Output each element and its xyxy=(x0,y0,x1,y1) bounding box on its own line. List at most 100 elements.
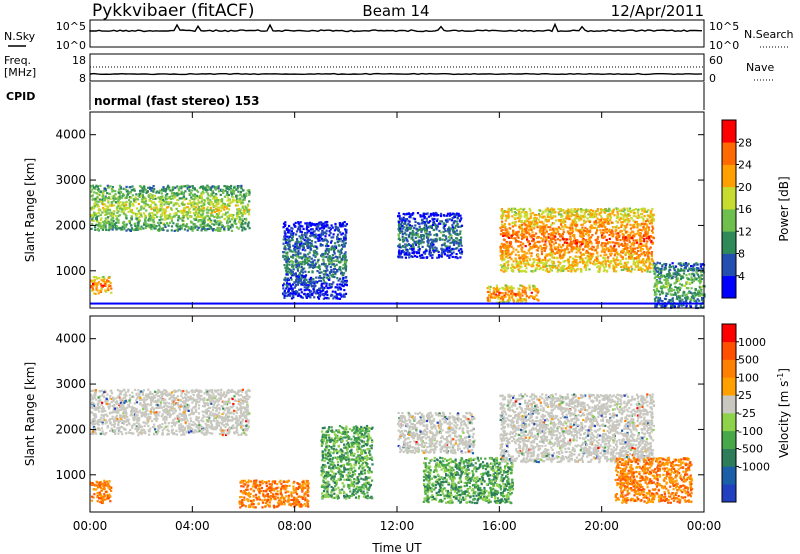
power-cell xyxy=(515,231,518,234)
power-cell xyxy=(285,261,288,264)
power-cell xyxy=(494,296,497,299)
power-cell xyxy=(93,292,96,295)
power-cell xyxy=(431,254,434,257)
power-cell xyxy=(637,254,640,257)
power-cell xyxy=(505,252,508,255)
power-cell xyxy=(340,233,343,236)
power-cell xyxy=(455,213,458,217)
power-cell xyxy=(217,187,220,190)
power-cell xyxy=(344,224,347,227)
power-cell xyxy=(102,278,105,282)
power-cell xyxy=(411,255,414,258)
power-cell xyxy=(588,247,591,251)
power-cell xyxy=(570,267,573,270)
power-cell xyxy=(288,224,291,228)
power-cell xyxy=(514,233,517,236)
power-cell xyxy=(512,270,515,273)
power-cell xyxy=(580,270,583,273)
power-cell xyxy=(163,209,166,212)
power-cell xyxy=(399,231,402,234)
power-cell xyxy=(626,223,629,226)
power-cell xyxy=(316,289,320,292)
power-cell xyxy=(607,221,610,224)
power-cell xyxy=(529,223,533,226)
power-cell xyxy=(411,249,414,252)
power-cell xyxy=(303,267,306,270)
power-cell xyxy=(530,236,533,239)
power-cell xyxy=(336,286,339,289)
power-cell xyxy=(182,195,185,198)
power-cell xyxy=(557,207,560,211)
power-cell xyxy=(588,268,591,271)
power-cell xyxy=(455,232,458,235)
power-cell xyxy=(405,233,408,236)
power-cell xyxy=(544,258,547,261)
power-cell xyxy=(301,225,304,228)
power-cell xyxy=(184,206,187,209)
power-cell xyxy=(607,247,610,250)
power-cell xyxy=(627,266,630,270)
power-cell xyxy=(503,243,506,246)
power-cell xyxy=(292,253,295,257)
power-cell xyxy=(113,194,116,197)
power-cell xyxy=(414,255,417,258)
power-cell xyxy=(158,229,161,232)
power-cell xyxy=(440,244,444,247)
power-cell xyxy=(440,255,443,258)
power-cell xyxy=(574,239,577,242)
power-cell xyxy=(403,253,406,256)
power-cell xyxy=(633,242,636,245)
power-cell xyxy=(516,300,519,303)
power-cell xyxy=(106,279,109,282)
power-cell xyxy=(117,196,120,199)
power-cell xyxy=(225,185,229,188)
power-cell xyxy=(98,193,101,196)
power-cell xyxy=(567,231,570,234)
power-cell xyxy=(166,229,169,232)
power-cell xyxy=(221,225,224,228)
power-cell xyxy=(628,235,631,238)
power-cell xyxy=(153,201,156,204)
power-cell xyxy=(636,232,639,235)
power-cell xyxy=(589,239,592,242)
power-cell xyxy=(333,267,337,271)
power-cell xyxy=(436,218,439,221)
power-cell xyxy=(434,224,437,227)
power-cell xyxy=(309,235,312,238)
power-cell xyxy=(292,266,295,269)
power-cell xyxy=(335,226,338,229)
power-cell xyxy=(586,242,589,245)
power-cell xyxy=(285,238,289,242)
power-cell xyxy=(90,190,93,193)
power-cell xyxy=(498,287,501,290)
power-cell xyxy=(191,197,194,200)
power-cell xyxy=(204,224,207,227)
power-cell xyxy=(444,235,447,238)
power-cell xyxy=(533,216,536,219)
power-cell xyxy=(617,216,620,219)
power-cell xyxy=(165,197,168,200)
power-cell xyxy=(606,260,609,263)
power-cell xyxy=(429,212,432,216)
power-cell xyxy=(575,240,578,243)
power-cell xyxy=(525,218,528,221)
power-cell xyxy=(544,231,547,234)
power-cell xyxy=(312,287,315,291)
power-cell xyxy=(102,208,105,211)
power-cell xyxy=(175,192,178,195)
power-cell xyxy=(96,185,99,188)
power-cell xyxy=(575,248,578,251)
power-cell xyxy=(459,214,462,217)
power-cell xyxy=(490,296,493,299)
power-cell xyxy=(227,193,230,197)
power-cell xyxy=(518,224,521,227)
power-cell xyxy=(312,266,315,269)
power-cell xyxy=(206,188,209,192)
power-cell xyxy=(420,253,423,257)
power-cell xyxy=(233,218,237,221)
power-cell xyxy=(542,268,545,271)
power-cell xyxy=(248,200,251,203)
power-cell xyxy=(158,226,162,229)
power-cell xyxy=(429,238,432,241)
power-cell xyxy=(597,259,600,262)
